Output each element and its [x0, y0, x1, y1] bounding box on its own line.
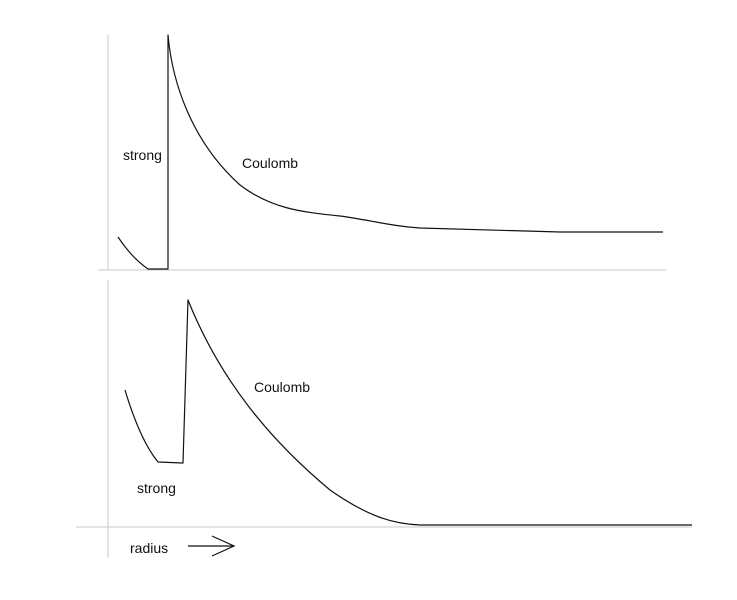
upper-strong-label: strong — [123, 147, 162, 163]
upper-potential-curve — [117, 34, 663, 270]
lower-potential-curve — [124, 299, 692, 526]
right-arrow-icon — [188, 535, 236, 557]
radius-axis-label: radius — [130, 540, 168, 556]
lower-coulomb-label: Coulomb — [254, 379, 310, 395]
upper-coulomb-label: Coulomb — [242, 155, 298, 171]
lower-strong-label: strong — [137, 480, 176, 496]
